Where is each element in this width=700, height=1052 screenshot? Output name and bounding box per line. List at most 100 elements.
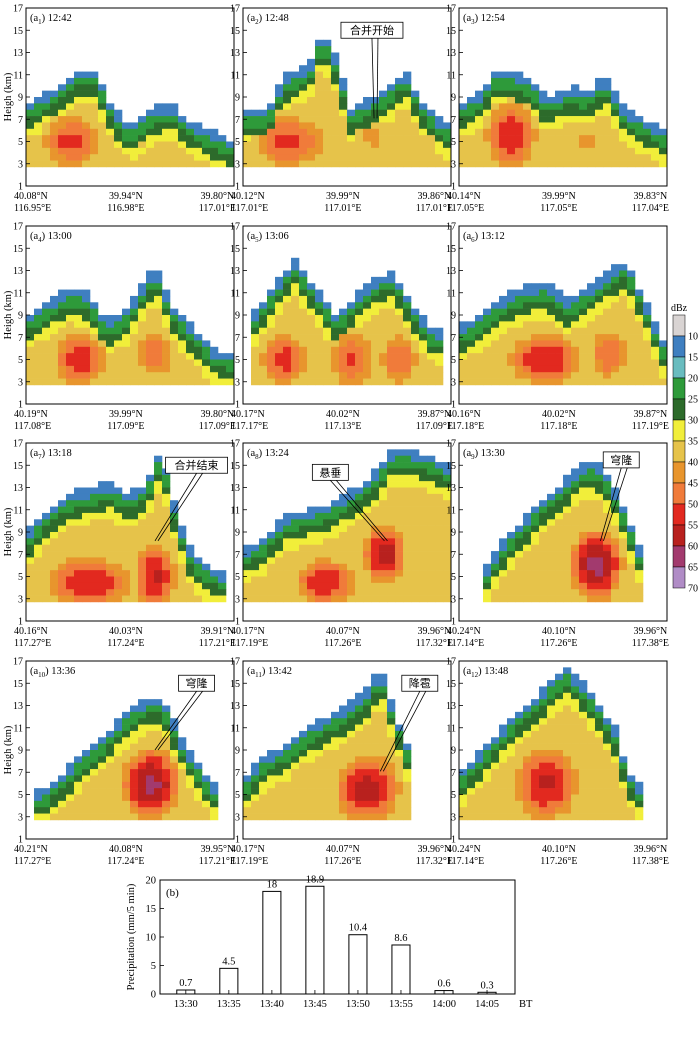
reflectivity-cell [395,378,404,386]
reflectivity-cell [90,595,99,603]
reflectivity-cell [499,315,508,322]
reflectivity-cell [170,365,179,373]
reflectivity-cell [555,762,564,770]
reflectivity-cell [523,116,532,123]
reflectivity-cell [435,116,444,123]
reflectivity-cell [355,353,364,360]
y-tick-label: 15 [230,244,240,255]
reflectivity-cell [419,378,428,386]
reflectivity-cell [387,302,396,309]
reflectivity-cell [178,128,187,136]
reflectivity-cell [186,141,195,149]
reflectivity-cell [66,116,75,123]
reflectivity-cell [170,334,179,341]
reflectivity-cell [595,340,604,348]
colorbar-label: 25 [688,395,698,406]
reflectivity-cell [178,321,187,329]
reflectivity-cell [403,135,412,142]
reflectivity-cell [122,718,131,725]
reflectivity-cell [283,302,292,309]
reflectivity-cell [138,321,147,329]
reflectivity-cell [106,128,115,136]
reflectivity-cell [347,346,356,354]
reflectivity-cell [595,315,604,322]
reflectivity-cell [611,359,620,367]
reflectivity-cell [259,557,268,565]
reflectivity-cell [194,813,203,821]
reflectivity-cell [531,147,540,155]
reflectivity-cell [26,147,35,155]
reflectivity-cell [459,813,468,821]
reflectivity-cell [523,705,532,713]
reflectivity-cell [411,346,420,354]
reflectivity-cell [170,563,179,571]
reflectivity-cell [34,340,43,348]
reflectivity-cell [531,289,540,297]
reflectivity-cell [331,327,340,335]
reflectivity-cell [307,769,316,776]
reflectivity-cell [315,378,324,386]
reflectivity-cell [130,781,139,789]
reflectivity-cell [611,525,620,533]
lat-label: 39.99°N [326,191,360,202]
lat-label: 40.10°N [542,844,576,855]
reflectivity-cell [427,372,436,379]
reflectivity-cell [579,743,588,751]
reflectivity-cell [355,775,364,783]
reflectivity-cell [387,705,396,713]
reflectivity-cell [619,532,628,539]
reflectivity-cell [539,730,548,738]
reflectivity-cell [355,359,364,367]
reflectivity-cell [539,97,548,104]
reflectivity-cell [275,315,284,322]
reflectivity-cell [611,595,620,603]
reflectivity-cell [34,116,43,123]
reflectivity-cell [90,372,99,379]
reflectivity-cell [371,141,380,149]
reflectivity-cell [243,775,252,783]
y-tick-label: 13 [230,48,240,59]
reflectivity-cell [627,532,636,539]
lon-label: 117.19°E [231,638,268,649]
reflectivity-cell [98,737,107,744]
reflectivity-cell [243,800,252,808]
reflectivity-cell [579,813,588,821]
reflectivity-cell [523,750,532,757]
reflectivity-cell [595,781,604,789]
reflectivity-cell [170,147,179,155]
reflectivity-cell [130,315,139,322]
reflectivity-cell [387,781,396,789]
reflectivity-cell [226,365,235,373]
reflectivity-cell [595,705,604,713]
reflectivity-cell [515,756,524,764]
reflectivity-cell [218,576,227,584]
reflectivity-cell [531,154,540,161]
reflectivity-cell [202,800,211,808]
reflectivity-cell [507,762,516,770]
reflectivity-cell [403,327,412,335]
reflectivity-cell [571,680,580,687]
reflectivity-cell [66,103,75,111]
reflectivity-cell [98,589,107,596]
reflectivity-cell [34,160,43,168]
reflectivity-cell [387,557,396,565]
reflectivity-cell [154,487,163,495]
reflectivity-cell [291,750,300,757]
reflectivity-cell [26,359,35,367]
reflectivity-cell [291,544,300,552]
reflectivity-cell [42,315,51,322]
reflectivity-cell [26,128,35,136]
reflectivity-cell [74,315,83,322]
reflectivity-cell [114,794,123,802]
reflectivity-cell [427,512,436,520]
lat-label: 39.95°N [200,844,234,855]
reflectivity-cell [555,692,564,700]
reflectivity-cell [323,519,332,526]
reflectivity-cell [210,365,219,373]
reflectivity-cell [122,724,131,732]
reflectivity-cell [459,769,468,776]
reflectivity-cell [587,794,596,802]
reflectivity-cell [323,807,332,814]
reflectivity-cell [603,116,612,123]
reflectivity-cell [587,589,596,596]
